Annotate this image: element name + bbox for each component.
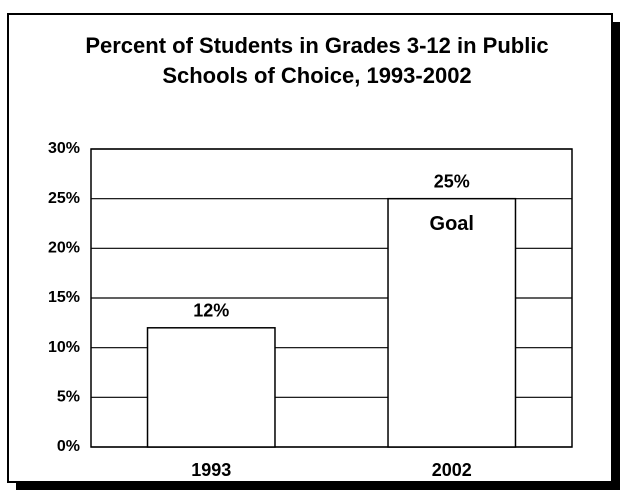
bar bbox=[146, 327, 276, 448]
y-tick-label: 30% bbox=[48, 140, 80, 157]
y-tick-label: 5% bbox=[57, 389, 80, 406]
plot-border bbox=[90, 148, 573, 448]
chart-title: Schools of Choice, 1993-2002 bbox=[162, 63, 471, 88]
chart-title: Percent of Students in Grades 3-12 in Pu… bbox=[85, 33, 548, 58]
x-tick-label: 2002 bbox=[432, 460, 472, 480]
y-tick-label: 25% bbox=[48, 190, 80, 207]
value-label: 25% bbox=[434, 171, 470, 191]
y-tick-label: 20% bbox=[48, 240, 80, 257]
x-tick-label: 1993 bbox=[191, 460, 231, 480]
value-label: 12% bbox=[193, 301, 229, 321]
y-tick-label: 10% bbox=[48, 339, 80, 356]
annotation: Goal bbox=[430, 213, 474, 235]
y-tick-label: 15% bbox=[48, 289, 80, 306]
bar bbox=[387, 197, 517, 448]
y-tick-label: 0% bbox=[57, 438, 80, 455]
